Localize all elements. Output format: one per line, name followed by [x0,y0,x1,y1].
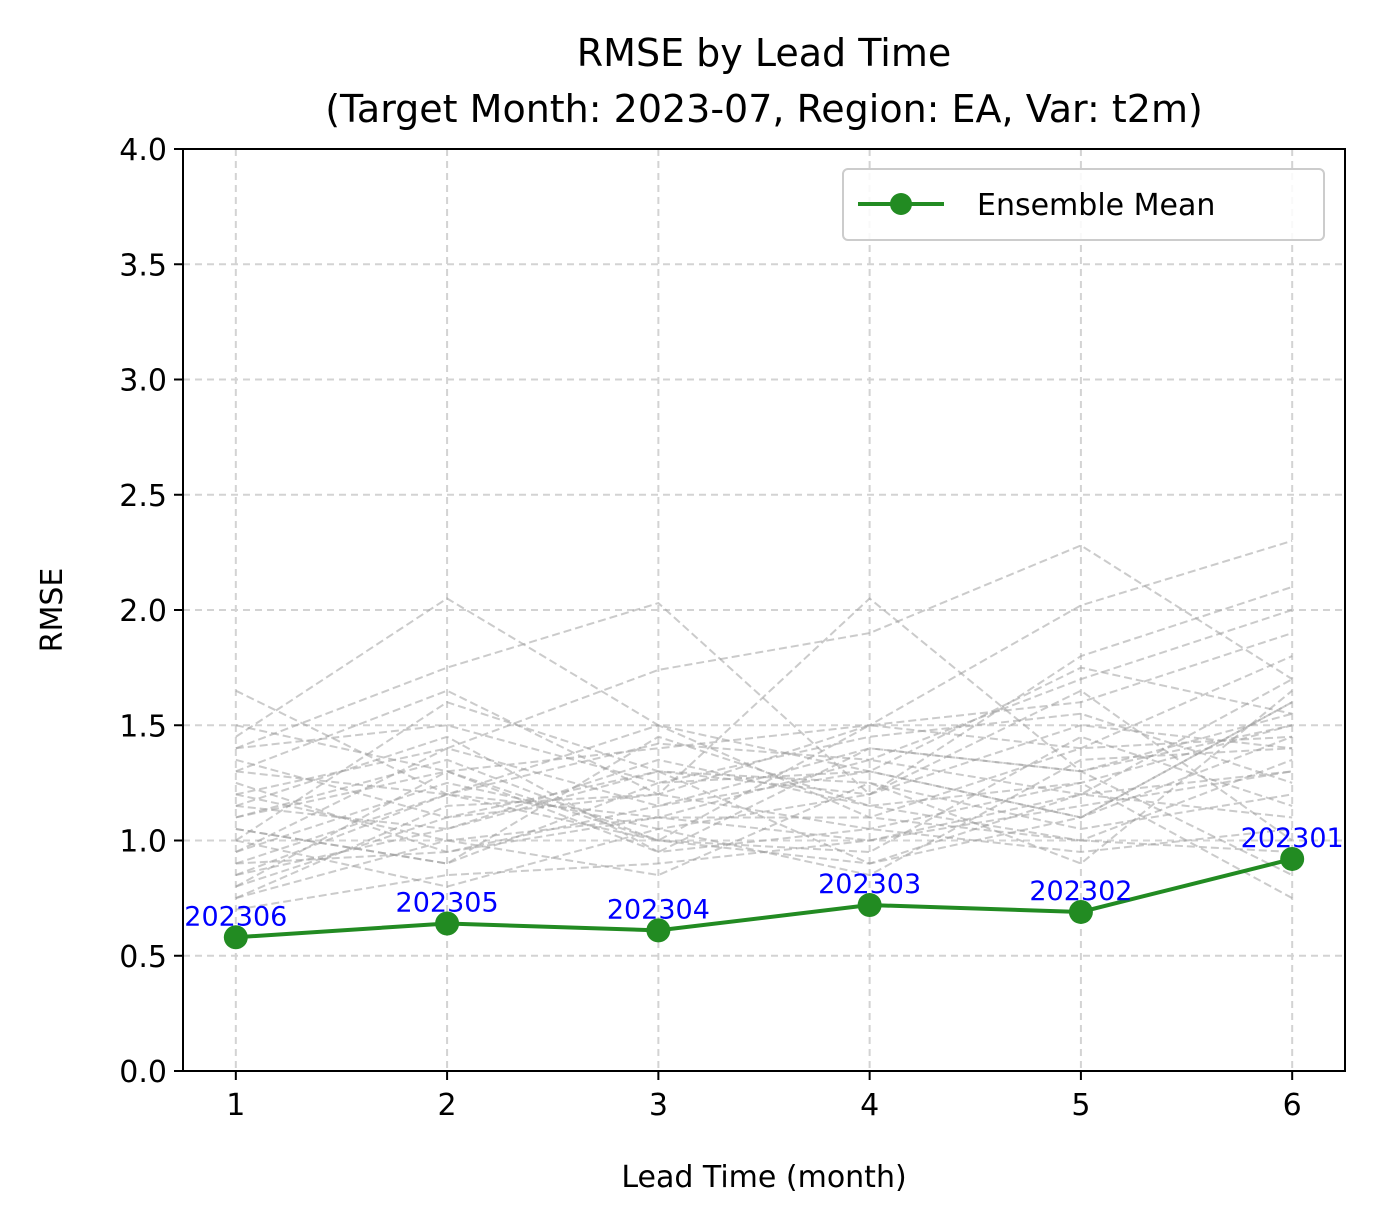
x-tick-label-0: 1 [226,1088,245,1123]
x-axis-label: Lead Time (month) [621,1160,906,1195]
y-tick-label-2: 1.0 [119,825,167,860]
member-line-26 [235,701,1293,865]
annotation-5: 202301 [1241,823,1344,854]
y-tick-label-8: 4.0 [119,133,167,168]
member-line-1 [235,597,1293,819]
y-tick-label-4: 2.0 [119,594,167,629]
member-line-22 [235,793,1293,900]
x-tick-label-1: 2 [438,1088,457,1123]
member-line-17 [235,770,1293,911]
member-line-2 [235,601,1293,796]
annotation-4: 202302 [1029,876,1132,907]
mean-point-1 [435,911,460,936]
annotation-3: 202303 [818,869,921,900]
member-line-9 [235,655,1293,900]
mean-point-5 [1280,846,1305,871]
member-line-16 [235,758,1293,877]
legend-marker-sample [890,193,912,215]
member-line-13 [235,724,1293,854]
member-line-27 [235,666,1293,853]
x-tick-label-3: 4 [860,1088,879,1123]
legend-box [842,168,1325,241]
ensemble-member-lines [235,539,1293,911]
member-line-25 [235,747,1293,888]
member-line-5 [235,539,1293,819]
annotation-2: 202304 [607,894,710,925]
member-line-23 [235,689,1293,888]
mean-point-3 [857,893,882,918]
member-line-28 [235,735,1293,900]
x-tick-label-4: 5 [1071,1088,1090,1123]
member-line-19 [235,781,1293,877]
ensemble-mean-series [223,846,1305,950]
member-line-12 [235,712,1293,854]
annotation-1: 202305 [396,887,499,918]
x-tick-label-2: 3 [649,1088,668,1123]
legend: Ensemble Mean [842,168,1325,241]
member-line-14 [235,735,1293,865]
y-tick-label-7: 3.5 [119,248,167,283]
chart-title: RMSE by Lead Time [577,31,951,75]
y-tick-label-5: 2.5 [119,479,167,514]
legend-label-ensemble-mean: Ensemble Mean [977,188,1215,223]
member-line-3 [235,597,1293,796]
y-tick-label-1: 0.5 [119,940,167,975]
x-axis-ticks: 1 2 3 4 5 6 [226,1071,1302,1123]
member-line-7 [235,609,1293,865]
mean-point-4 [1068,899,1093,924]
chart-subtitle: (Target Month: 2023-07, Region: EA, Var:… [325,87,1203,131]
member-line-20 [235,735,1293,854]
mean-point-0 [223,925,248,950]
init-month-annotations: 202306 202305 202304 202303 202302 202301 [184,823,1343,932]
member-line-8 [235,632,1293,888]
mean-line-0 [235,857,1293,940]
mean-point-2 [646,918,671,943]
y-tick-label-6: 3.0 [119,364,167,399]
y-tick-label-0: 0.0 [119,1055,167,1090]
member-line-29 [235,724,1293,877]
member-line-4 [235,544,1293,796]
x-tick-label-5: 6 [1283,1088,1302,1123]
member-line-24 [235,724,1293,854]
y-axis-ticks: 0.0 0.5 1.0 1.5 2.0 2.5 3.0 3.5 4.0 [119,133,183,1090]
annotation-0: 202306 [184,901,287,932]
y-tick-label-3: 1.5 [119,709,167,744]
y-axis-label: RMSE [35,568,70,653]
